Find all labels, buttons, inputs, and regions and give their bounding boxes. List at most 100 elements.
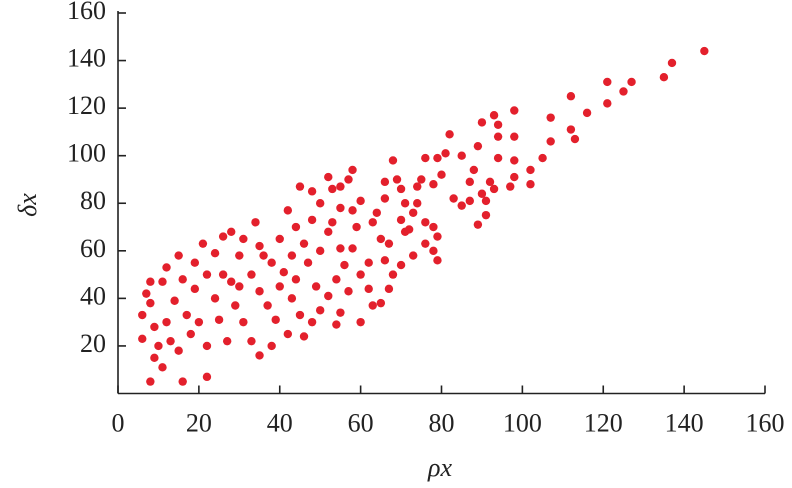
point: [178, 377, 187, 386]
point: [324, 227, 333, 236]
point: [194, 317, 204, 327]
x-axis-label: ρx: [427, 453, 452, 482]
point: [283, 206, 293, 215]
point: [263, 301, 272, 310]
point: [380, 177, 390, 187]
point: [344, 287, 353, 296]
point: [566, 92, 576, 101]
y-axis-label: δx: [13, 193, 42, 217]
point: [429, 246, 438, 256]
point: [364, 258, 373, 267]
x-tick-label: 60: [348, 408, 374, 437]
point: [299, 332, 309, 341]
point: [700, 46, 709, 56]
point: [481, 196, 491, 206]
point: [388, 156, 398, 165]
point: [510, 132, 519, 141]
point: [445, 130, 454, 139]
point: [469, 165, 479, 175]
point: [324, 291, 333, 301]
point: [267, 341, 276, 351]
point: [259, 251, 268, 260]
y-tick-label: 140: [67, 44, 106, 73]
point: [222, 336, 232, 346]
point: [210, 248, 220, 258]
point: [158, 363, 167, 372]
point: [627, 77, 636, 87]
point: [336, 182, 345, 191]
point: [433, 256, 442, 265]
point: [231, 301, 240, 310]
point: [465, 196, 475, 206]
point: [368, 218, 377, 227]
point: [352, 222, 361, 232]
point: [384, 284, 394, 294]
point: [227, 227, 236, 236]
point: [332, 320, 341, 329]
point: [348, 165, 357, 175]
point: [400, 199, 410, 208]
point: [332, 275, 341, 284]
point: [291, 275, 301, 284]
point: [429, 222, 438, 232]
point: [344, 175, 353, 184]
point: [368, 301, 377, 310]
point: [364, 284, 373, 294]
point: [303, 258, 313, 267]
point: [546, 113, 555, 122]
point: [186, 329, 195, 339]
point: [210, 294, 220, 303]
point: [510, 106, 519, 115]
point: [526, 165, 535, 175]
point: [287, 294, 297, 303]
point: [408, 208, 418, 217]
point: [481, 210, 491, 220]
point: [408, 251, 418, 260]
point: [465, 177, 475, 187]
point: [421, 218, 430, 227]
point: [421, 153, 430, 163]
point: [255, 241, 264, 251]
point: [174, 251, 183, 260]
point: [396, 260, 406, 270]
point: [340, 260, 349, 270]
point: [295, 182, 305, 191]
point: [348, 244, 357, 253]
point: [283, 329, 293, 339]
point: [473, 220, 483, 229]
point: [510, 172, 519, 182]
point: [493, 120, 503, 129]
point: [214, 315, 224, 324]
point: [603, 99, 612, 108]
point: [307, 215, 317, 225]
point: [449, 194, 458, 203]
point: [251, 218, 260, 227]
point: [202, 372, 212, 382]
point: [271, 315, 280, 324]
point: [667, 58, 677, 68]
point: [376, 298, 386, 308]
point: [150, 353, 159, 363]
point: [429, 180, 438, 189]
x-tick-label: 80: [429, 408, 455, 437]
x-tick-label: 40: [267, 408, 293, 437]
point: [146, 377, 155, 386]
point: [510, 156, 519, 165]
point: [570, 134, 580, 144]
y-tick-label: 80: [80, 186, 106, 215]
point: [279, 268, 288, 277]
point: [235, 251, 244, 260]
point: [218, 270, 228, 279]
point: [247, 270, 256, 279]
point: [328, 184, 337, 194]
point: [315, 306, 325, 315]
point: [336, 308, 345, 317]
point: [493, 153, 503, 163]
point: [506, 182, 515, 191]
point: [421, 239, 430, 248]
point: [162, 317, 171, 327]
y-tick-label: 100: [67, 139, 106, 168]
point: [166, 336, 175, 346]
point: [356, 317, 365, 327]
